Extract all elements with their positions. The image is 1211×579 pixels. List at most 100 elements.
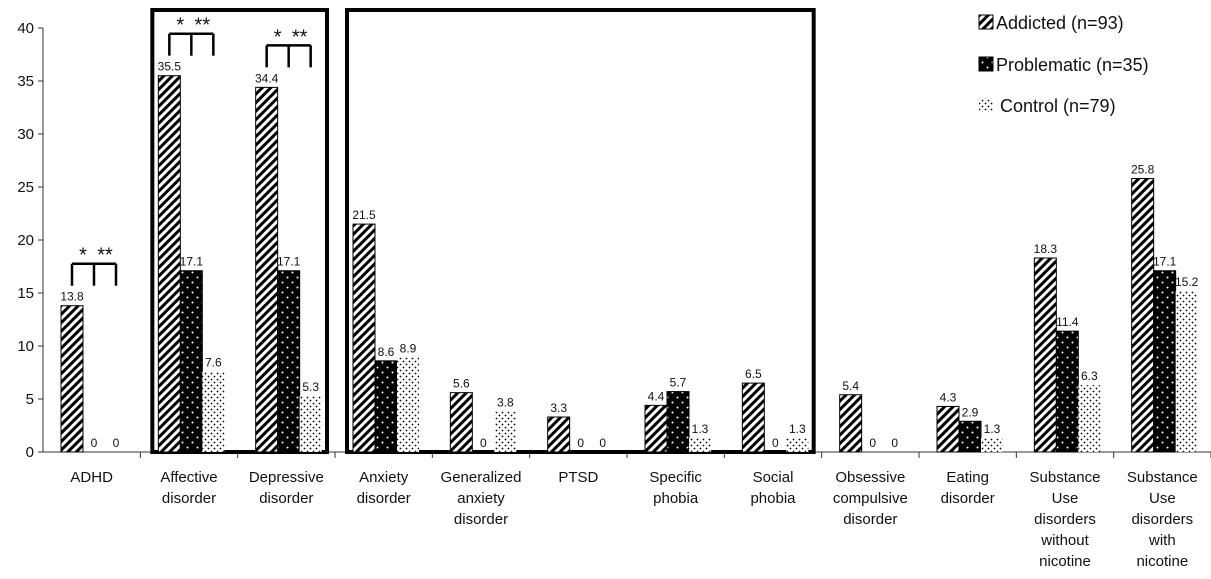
- bar: [689, 438, 711, 452]
- category-label: Anxiety disorder: [357, 469, 411, 507]
- data-label: 0: [480, 436, 487, 450]
- data-label: 0: [91, 436, 98, 450]
- data-label: 0: [869, 436, 876, 450]
- legend-swatch: [978, 14, 994, 30]
- data-label: 6.5: [745, 367, 762, 381]
- legend: Addicted (n=93) Problematic (n=35) Control…: [978, 13, 1149, 116]
- bar: [958, 420, 982, 453]
- category-label: Obsessive compulsive disorder: [833, 469, 908, 528]
- significance-star: **: [195, 15, 211, 37]
- category-label: Affective disorder: [160, 469, 217, 507]
- data-label: 4.4: [648, 389, 665, 403]
- data-label: 3.8: [497, 396, 514, 410]
- data-label: 1.3: [984, 422, 1001, 436]
- significance-star: **: [292, 26, 308, 48]
- bar: [786, 438, 809, 452]
- data-label: 5.3: [302, 380, 319, 394]
- data-label: 21.5: [352, 208, 376, 222]
- data-label: 34.4: [255, 71, 279, 85]
- y-tick-label: 25: [17, 179, 34, 196]
- data-label: 15.2: [1175, 275, 1199, 289]
- bar: [60, 305, 84, 453]
- highlight-boxes: [150, 8, 816, 454]
- y-tick-label: 15: [17, 285, 34, 302]
- data-label: 0: [599, 436, 606, 450]
- highlight-box: [150, 8, 329, 454]
- significance-markers: * *** *** **: [70, 15, 312, 286]
- bar: [179, 270, 203, 453]
- data-label: 2.9: [962, 405, 979, 419]
- data-label: 5.6: [453, 377, 470, 391]
- data-label: 11.4: [1056, 315, 1079, 329]
- data-label: 7.6: [205, 355, 222, 369]
- bar: [1033, 257, 1057, 453]
- significance-star: **: [97, 245, 113, 267]
- bar: [666, 391, 690, 453]
- bar: [1055, 330, 1079, 453]
- significance-star: *: [274, 26, 282, 48]
- y-tick-label: 30: [17, 126, 34, 143]
- data-label: 1.3: [789, 422, 806, 436]
- bar: [494, 411, 517, 452]
- bar: [397, 357, 419, 452]
- data-label: 3.3: [550, 401, 567, 415]
- bar: [277, 270, 301, 453]
- data-label: 35.5: [158, 60, 182, 74]
- data-labels: 13.8 35.5 34.4 21.5 5.6 3.3 4.4 6.5 5.4 4.3 18.3 25…: [60, 60, 1198, 450]
- bar: [644, 404, 668, 453]
- bar: [981, 438, 1003, 452]
- category-label: Eating disorder: [941, 469, 995, 507]
- data-label: 0: [891, 436, 898, 450]
- data-label: 6.3: [1081, 369, 1098, 383]
- bar: [936, 405, 960, 453]
- y-tick-label: 35: [17, 73, 34, 90]
- data-label: 13.8: [60, 290, 84, 304]
- data-label: 17.1: [277, 255, 301, 269]
- legend-swatch: [979, 98, 993, 112]
- bar: [1078, 385, 1101, 452]
- data-label: 8.9: [400, 342, 417, 356]
- data-label: 17.1: [180, 255, 204, 269]
- bar: [299, 395, 322, 452]
- data-label: 5.7: [670, 376, 687, 390]
- category-label: PTSD: [558, 469, 598, 486]
- legend-swatch: [978, 56, 994, 72]
- category-label: Substance Use disorders with nicotine: [1127, 469, 1198, 570]
- significance-star: *: [79, 245, 87, 267]
- legend-label: Control (n=79): [1000, 96, 1116, 116]
- bar: [255, 86, 279, 453]
- bar: [839, 394, 863, 453]
- y-tick-label: 20: [17, 232, 34, 249]
- legend-label: Addicted (n=93): [996, 13, 1124, 33]
- data-label: 0: [772, 436, 779, 450]
- category-label: Depressive disorder: [249, 469, 324, 507]
- bar: [1131, 178, 1155, 453]
- data-label: 4.3: [940, 390, 957, 404]
- data-label: 17.1: [1153, 255, 1177, 269]
- bar: [449, 392, 473, 453]
- y-tick-label: 5: [26, 391, 34, 408]
- data-label: 25.8: [1131, 163, 1155, 177]
- legend-label: Problematic (n=35): [996, 55, 1149, 75]
- data-label: 8.6: [378, 345, 395, 359]
- bar: [202, 371, 225, 452]
- category-label: Social phobia: [750, 469, 796, 507]
- y-tick-label: 0: [26, 444, 34, 461]
- highlight-box: [345, 8, 816, 454]
- category-label: ADHD: [70, 469, 113, 486]
- significance-star: *: [176, 15, 184, 37]
- category-label: Substance Use disorders without nicotine: [1030, 469, 1101, 570]
- bars: [60, 75, 1198, 453]
- y-tick-label: 40: [17, 20, 34, 37]
- bar: [547, 416, 571, 453]
- category-label: Generalized anxiety disorder: [441, 469, 522, 528]
- data-label: 5.4: [842, 379, 859, 393]
- bar: [1175, 290, 1198, 452]
- bar: [157, 75, 181, 453]
- bar: [741, 382, 765, 453]
- data-label: 0: [577, 436, 584, 450]
- bar: [352, 223, 376, 453]
- bar: [374, 360, 398, 453]
- y-tick-label: 10: [17, 338, 34, 355]
